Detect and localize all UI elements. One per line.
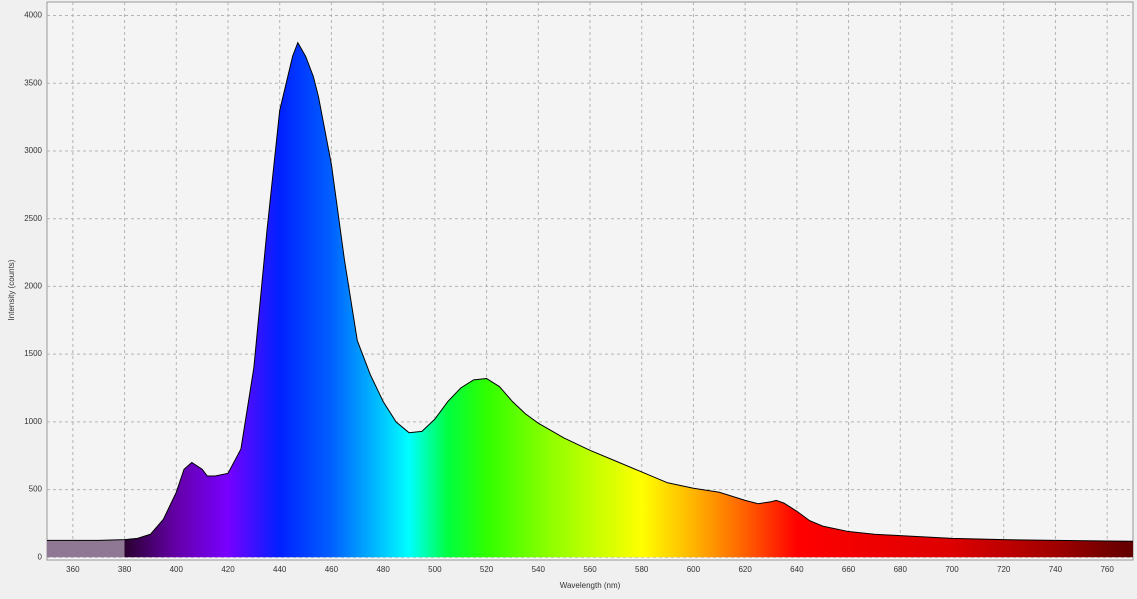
x-tick-label: 380 [118,565,132,574]
spectrum-area [47,42,1133,558]
x-tick-label: 580 [635,565,649,574]
x-tick-label: 760 [1100,565,1114,574]
x-axis-label: Wavelength (nm) [560,581,621,590]
x-tick-label: 460 [325,565,339,574]
x-tick-label: 360 [66,565,80,574]
y-tick-label: 3000 [24,146,42,155]
x-tick-label: 480 [376,565,390,574]
y-axis-label: Intensity (counts) [7,259,16,320]
x-tick-label: 400 [170,565,184,574]
y-tick-label: 4000 [24,11,42,20]
y-tick-label: 0 [38,552,43,561]
x-tick-label: 640 [790,565,804,574]
y-tick-label: 1000 [24,417,42,426]
y-tick-label: 500 [29,485,43,494]
x-tick-label: 540 [532,565,546,574]
x-tick-label: 660 [842,565,856,574]
x-tick-label: 520 [480,565,494,574]
x-tick-label: 680 [894,565,908,574]
x-tick-label: 440 [273,565,287,574]
x-tick-label: 560 [583,565,597,574]
y-tick-label: 3500 [24,78,42,87]
x-tick-label: 720 [997,565,1011,574]
y-tick-label: 2500 [24,214,42,223]
x-tick-label: 500 [428,565,442,574]
x-tick-label: 600 [687,565,701,574]
y-tick-label: 2000 [24,282,42,291]
x-tick-label: 620 [738,565,752,574]
y-tick-label: 1500 [24,349,42,358]
spectrum-line [47,41,1134,542]
x-tick-label: 420 [221,565,235,574]
x-tick-label: 700 [945,565,959,574]
x-tick-label: 740 [1049,565,1063,574]
